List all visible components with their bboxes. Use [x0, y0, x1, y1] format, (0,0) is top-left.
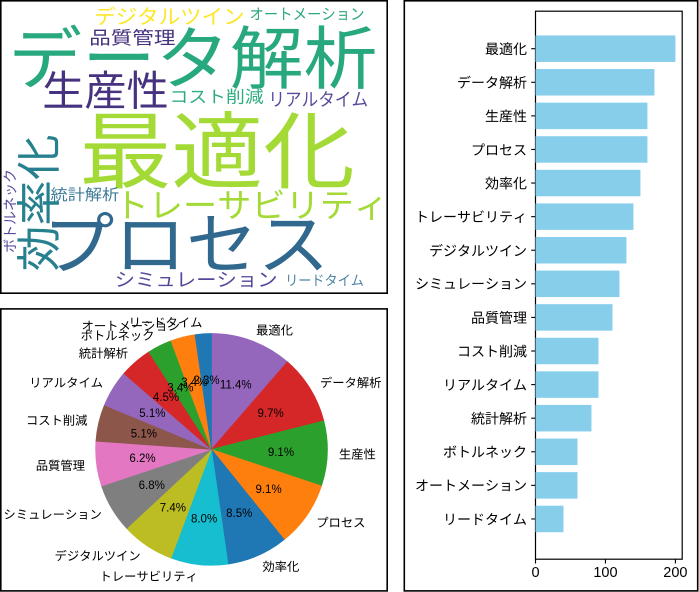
- svg-text:5.1%: 5.1%: [139, 408, 165, 420]
- svg-text:3.4%: 3.4%: [167, 382, 193, 394]
- svg-text:4.5%: 4.5%: [153, 392, 179, 404]
- svg-text:11.4%: 11.4%: [220, 379, 252, 391]
- svg-text:5.1%: 5.1%: [131, 429, 157, 441]
- svg-text:8.5%: 8.5%: [226, 508, 252, 520]
- svg-text:200: 200: [663, 565, 687, 581]
- svg-text:6.2%: 6.2%: [129, 453, 155, 465]
- svg-text:9.7%: 9.7%: [258, 408, 284, 420]
- svg-text:100: 100: [593, 565, 617, 581]
- svg-text:8.0%: 8.0%: [191, 514, 217, 526]
- svg-text:7.4%: 7.4%: [160, 502, 186, 514]
- svg-text:9.1%: 9.1%: [255, 484, 281, 496]
- svg-text:6.8%: 6.8%: [139, 480, 165, 492]
- svg-text:9.1%: 9.1%: [268, 447, 294, 459]
- svg-text:3.4%: 3.4%: [181, 377, 207, 389]
- svg-text:2.3%: 2.3%: [193, 375, 219, 387]
- svg-text:0: 0: [531, 565, 539, 581]
